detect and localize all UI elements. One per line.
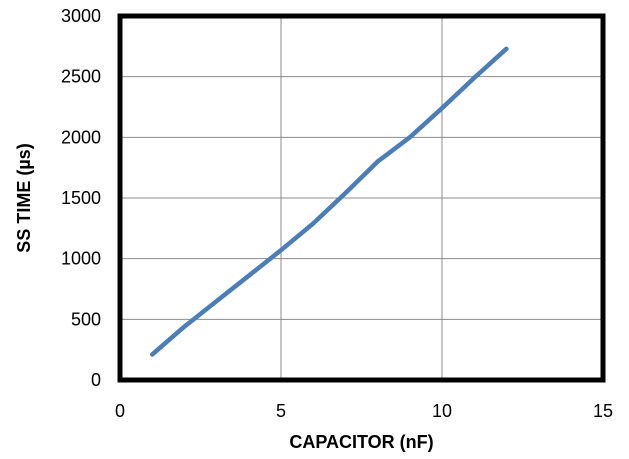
x-tick-label: 5 — [276, 401, 286, 421]
x-tick-label: 0 — [115, 401, 125, 421]
series-line-0 — [149, 46, 509, 357]
series-layer — [149, 46, 509, 357]
y-tick-label: 2000 — [61, 127, 101, 147]
y-tick-label: 1500 — [61, 188, 101, 208]
x-tick-label: 10 — [432, 401, 452, 421]
tick-labels: 0 5 10 15 0 500 1000 1500 2000 2500 3000 — [61, 6, 613, 421]
y-axis-title: SS TIME (µs) — [14, 143, 34, 252]
x-tick-label: 15 — [593, 401, 613, 421]
grid — [120, 16, 603, 380]
y-tick-label: 3000 — [61, 6, 101, 26]
plot-area-border — [117, 13, 606, 383]
x-axis-title: CAPACITOR (nF) — [289, 432, 433, 452]
y-tick-label: 0 — [91, 370, 101, 390]
y-tick-label: 500 — [71, 309, 101, 329]
y-tick-label: 2500 — [61, 67, 101, 87]
y-tick-label: 1000 — [61, 249, 101, 269]
